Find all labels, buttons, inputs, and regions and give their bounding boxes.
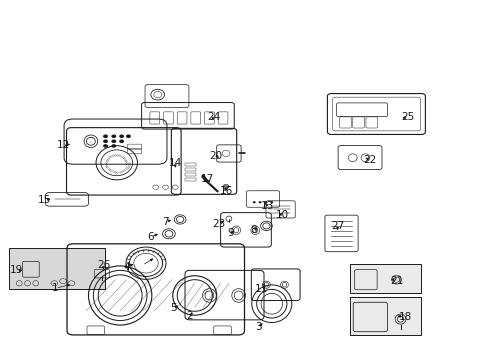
Text: 12: 12 — [57, 140, 70, 150]
Circle shape — [103, 139, 108, 143]
FancyBboxPatch shape — [349, 297, 420, 335]
Circle shape — [119, 134, 124, 138]
Text: 27: 27 — [331, 221, 344, 231]
Text: 17: 17 — [201, 174, 214, 184]
Text: 23: 23 — [212, 219, 225, 229]
Circle shape — [126, 134, 131, 138]
Text: 10: 10 — [275, 210, 288, 220]
Text: 5: 5 — [170, 303, 177, 314]
Circle shape — [111, 139, 116, 143]
Text: 22: 22 — [363, 155, 376, 165]
Text: 25: 25 — [401, 112, 414, 122]
Text: 26: 26 — [97, 260, 110, 270]
Text: 15: 15 — [38, 195, 51, 205]
Text: 9: 9 — [227, 228, 234, 238]
Text: 4: 4 — [123, 262, 129, 272]
Bar — [184, 178, 195, 181]
Text: 3: 3 — [254, 322, 261, 332]
Circle shape — [103, 134, 108, 138]
Bar — [184, 173, 195, 176]
Circle shape — [103, 144, 108, 148]
Text: 2: 2 — [186, 311, 193, 320]
Text: 7: 7 — [162, 217, 168, 227]
Text: 1: 1 — [52, 283, 59, 293]
Text: 8: 8 — [249, 225, 256, 235]
Text: 6: 6 — [147, 232, 154, 242]
Circle shape — [111, 144, 116, 148]
Text: 24: 24 — [207, 112, 221, 122]
Circle shape — [270, 201, 273, 203]
Circle shape — [258, 201, 261, 203]
Bar — [184, 168, 195, 171]
Text: 20: 20 — [209, 150, 223, 161]
Bar — [184, 163, 195, 166]
Text: 13: 13 — [261, 201, 274, 211]
Text: 16: 16 — [219, 186, 232, 197]
Text: 14: 14 — [168, 158, 182, 168]
Text: 19: 19 — [10, 265, 23, 275]
Circle shape — [111, 134, 116, 138]
Circle shape — [252, 201, 255, 203]
Circle shape — [119, 139, 124, 143]
Text: 11: 11 — [254, 284, 267, 294]
Text: 21: 21 — [389, 276, 403, 286]
Text: 18: 18 — [398, 312, 411, 322]
FancyBboxPatch shape — [9, 248, 105, 289]
FancyBboxPatch shape — [349, 264, 420, 293]
Circle shape — [264, 201, 267, 203]
